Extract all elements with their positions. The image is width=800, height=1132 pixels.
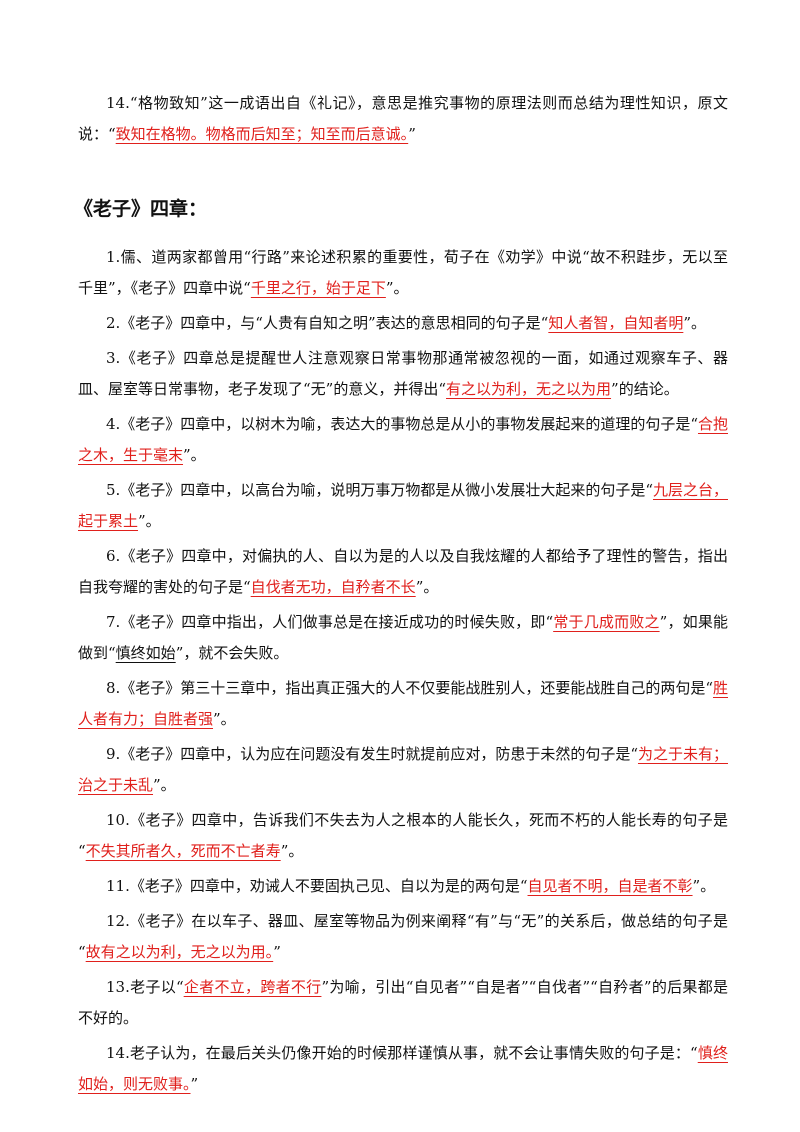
text: ”为喻，引出“自见者”“自是者”“自伐者”“自矜者”的后果都是不好的。	[78, 978, 728, 1027]
text: 1.儒、道两家都曾用“行路”来论述积累的重要性，荀子在《劝学》中说“故不积跬步，…	[78, 248, 728, 297]
answer: 自伐者无功，自矜者不长	[250, 578, 416, 596]
text: 14.老子认为，在最后关头仍像开始的时候那样谨慎从事，就不会让事情失败的句子是：…	[106, 1044, 698, 1062]
answer: 企者不立，跨者不行	[183, 978, 322, 996]
text: ”，如果能做到“	[78, 613, 728, 662]
question: 4.《老子》四章中，以树木为喻，表达大的事物总是从小的事物发展起来的道理的句子是…	[78, 409, 728, 471]
question: 9.《老子》四章中，认为应在问题没有发生时就提前应对，防患于未然的句子是“为之于…	[78, 739, 728, 801]
question: 1.儒、道两家都曾用“行路”来论述积累的重要性，荀子在《劝学》中说“故不积跬步，…	[78, 242, 728, 304]
answer: 致知在格物。物格而后知至；知至而后意诚。	[115, 125, 409, 143]
answer: 不失其所者久，死而不亡者寿	[85, 842, 281, 860]
text: 8.《老子》第三十三章中，指出真正强大的人不仅要能战胜别人，还要能战胜自己的两句…	[106, 679, 713, 697]
answer: 常于几成而败之	[553, 613, 660, 631]
text: 3.《老子》四章总是提醒世人注意观察日常事物那通常被忽视的一面，如通过观察车子、…	[78, 349, 728, 398]
question: 8.《老子》第三十三章中，指出真正强大的人不仅要能战胜别人，还要能战胜自己的两句…	[78, 673, 728, 735]
text: ”。	[280, 842, 304, 860]
text: 13.老子以“	[106, 978, 184, 996]
text: ”。	[385, 279, 409, 297]
text: ”。	[138, 512, 161, 530]
text: ”	[408, 125, 416, 143]
question: 13.老子以“企者不立，跨者不行”为喻，引出“自见者”“自是者”“自伐者”“自矜…	[78, 972, 728, 1034]
answer: 九层之台，起于累土	[78, 481, 728, 530]
question-list: 1.儒、道两家都曾用“行路”来论述积累的重要性，荀子在《劝学》中说“故不积跬步，…	[78, 242, 728, 1100]
question: 5.《老子》四章中，以高台为喻，说明万事万物都是从微小发展壮大起来的句子是“九层…	[78, 475, 728, 537]
answer: 知人者智，自知者明	[548, 314, 684, 332]
text: ”。	[683, 314, 707, 332]
text: 10.《老子》四章中，告诉我们不失去为人之根本的人能长久，死而不朽的人能长寿的句…	[78, 811, 728, 860]
question: 12.《老子》在以车子、器皿、屋室等物品为例来阐释“有”与“无”的关系后，做总结…	[78, 906, 728, 968]
answer: 有之以为利，无之以为用	[446, 380, 612, 398]
question: 7.《老子》四章中指出，人们做事总是在接近成功的时候失败，即“常于几成而败之”，…	[78, 607, 728, 669]
question: 10.《老子》四章中，告诉我们不失去为人之根本的人能长久，死而不朽的人能长寿的句…	[78, 805, 728, 867]
text: 12.《老子》在以车子、器皿、屋室等物品为例来阐释“有”与“无”的关系后，做总结…	[78, 912, 728, 961]
text: 6.《老子》四章中，对偏执的人、自以为是的人以及自我炫耀的人都给予了理性的警告，…	[78, 547, 728, 596]
question: 6.《老子》四章中，对偏执的人、自以为是的人以及自我炫耀的人都给予了理性的警告，…	[78, 541, 728, 603]
answer: 自见者不明，自是者不彰	[527, 877, 693, 895]
question: 3.《老子》四章总是提醒世人注意观察日常事物那通常被忽视的一面，如通过观察车子、…	[78, 343, 728, 405]
answer: 千里之行，始于足下	[250, 279, 386, 297]
question: 11.《老子》四章中，劝诫人不要固执己见、自以为是的两句是“自见者不明，自是者不…	[78, 871, 728, 902]
answer: 慎终如始，则无败事。	[78, 1044, 728, 1093]
document-body: 14.“格物致知”这一成语出自《礼记》，意思是推究事物的原理法则而总结为理性知识…	[74, 88, 728, 1104]
section-title: 《老子》四章：	[74, 198, 208, 220]
text: 5.《老子》四章中，以高台为喻，说明万事万物都是从微小发展壮大起来的句子是“	[106, 481, 653, 499]
text: 11.《老子》四章中，劝诫人不要固执己见、自以为是的两句是“	[106, 877, 528, 895]
text: 4.《老子》四章中，以树木为喻，表达大的事物总是从小的事物发展起来的道理的句子是…	[106, 415, 698, 433]
answer: 合抱之木，生于毫末	[78, 415, 728, 464]
answer: 为之于未有；治之于未乱	[78, 745, 728, 794]
text: ”，就不会失败。	[175, 644, 289, 662]
text: 2.《老子》四章中，与“人贵有自知之明”表达的意思相同的句子是“	[106, 314, 549, 332]
question: 14.“格物致知”这一成语出自《礼记》，意思是推究事物的原理法则而总结为理性知识…	[78, 88, 728, 150]
text: ”。	[692, 877, 716, 895]
text: ”的结论。	[611, 380, 679, 398]
text: 14.“格物致知”这一成语出自《礼记》，意思是推究事物的原理法则而总结为理性知识…	[78, 94, 728, 143]
text: ”	[273, 943, 281, 961]
text: ”。	[213, 710, 236, 728]
text: ”。	[415, 578, 439, 596]
answer: 胜人者有力；自胜者强	[78, 679, 728, 728]
answer: 故有之以为利，无之以为用。	[85, 943, 274, 961]
text: ”。	[183, 446, 206, 464]
text: 9.《老子》四章中，认为应在问题没有发生时就提前应对，防患于未然的句子是“	[106, 745, 638, 763]
question: 14.老子认为，在最后关头仍像开始的时候那样谨慎从事，就不会让事情失败的句子是：…	[78, 1038, 728, 1100]
text: ”	[190, 1075, 199, 1093]
underlined-text: 慎终如始	[115, 644, 176, 662]
question: 2.《老子》四章中，与“人贵有自知之明”表达的意思相同的句子是“知人者智，自知者…	[78, 308, 728, 339]
text: 7.《老子》四章中指出，人们做事总是在接近成功的时候失败，即“	[106, 613, 554, 631]
text: ”。	[153, 776, 176, 794]
